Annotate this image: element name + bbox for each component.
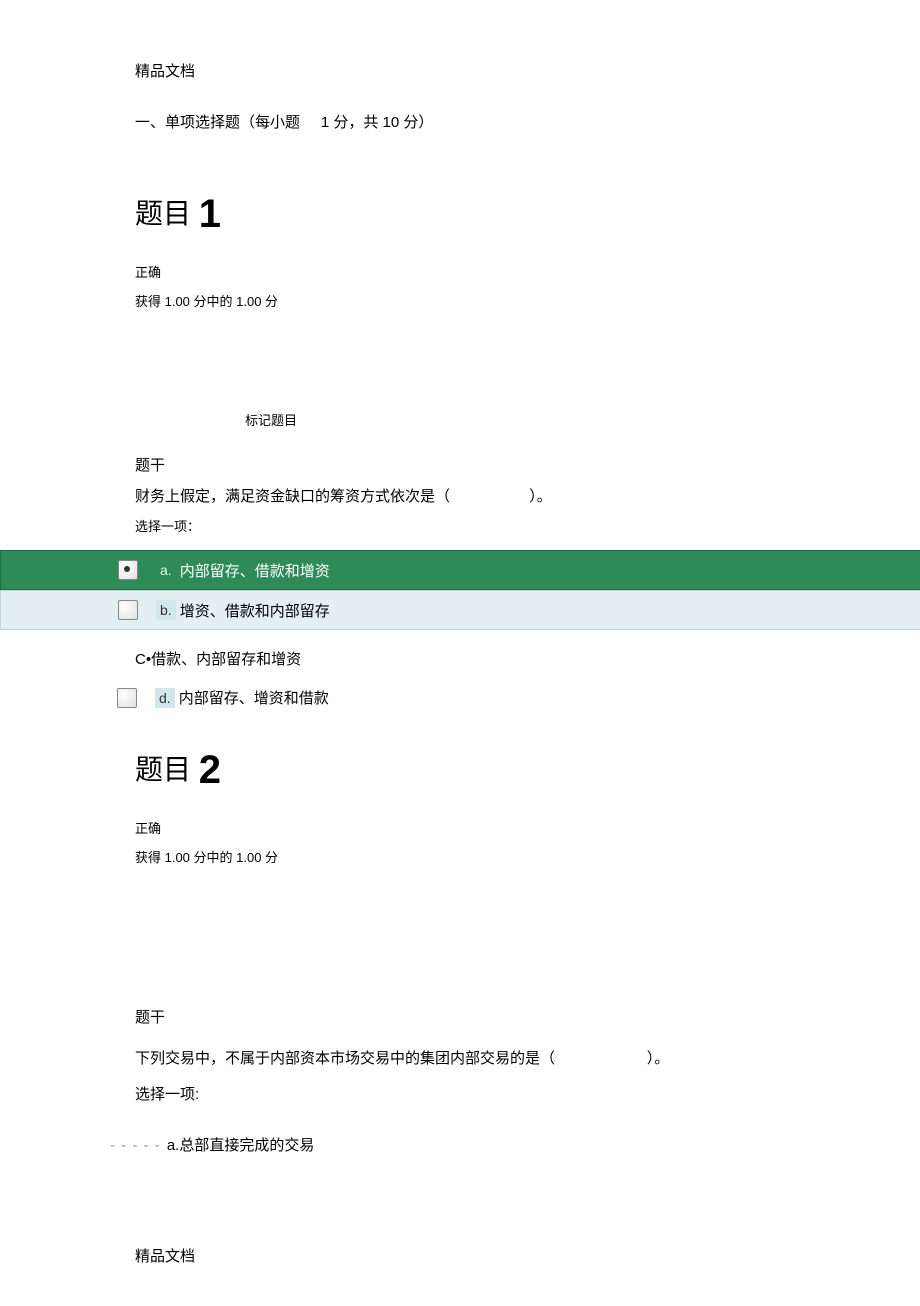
- radio-icon[interactable]: [118, 600, 138, 620]
- choose-one-label: 选择一项：: [135, 516, 785, 535]
- option-a-letter: a.: [156, 560, 176, 580]
- question-number: 1: [199, 192, 221, 236]
- stem2-pre: 下列交易中，不属于内部资本市场交易中的集团内部交易的是（: [135, 1050, 555, 1067]
- option-d-letter: d.: [155, 688, 175, 708]
- stem-label-2: 题干: [135, 1006, 785, 1027]
- dashed-lead-icon: - - - - -: [110, 1137, 161, 1154]
- section-instruction: 一、单项选择题（每小题 1 分，共 10 分）: [135, 111, 785, 132]
- option-c-row[interactable]: C•借款、内部留存和增资: [135, 648, 785, 669]
- option-a2-text: a.总部直接完成的交易: [167, 1137, 315, 1154]
- question-1-stem: 财务上假定，满足资金缺口的筹资方式依次是（ ）。: [135, 485, 785, 506]
- option-a-text: 内部留存、借款和增资: [180, 560, 330, 581]
- stem-label: 题干: [135, 454, 785, 475]
- instruction-prefix: 一、单项选择题（每小题: [135, 114, 300, 131]
- choose-one-label-2: 选择一项:: [135, 1083, 785, 1104]
- stem-pre: 财务上假定，满足资金缺口的筹资方式依次是（: [135, 488, 450, 505]
- question-2-score: 获得 1.00 分中的 1.00 分: [135, 847, 785, 866]
- option-d-row[interactable]: d. 内部留存、增资和借款: [117, 687, 785, 708]
- radio-icon[interactable]: [117, 688, 137, 708]
- question-title-text: 题目: [135, 754, 191, 785]
- option-d-text: 内部留存、增资和借款: [179, 687, 329, 708]
- question-1-score: 获得 1.00 分中的 1.00 分: [135, 291, 785, 310]
- question-number: 2: [199, 748, 221, 792]
- radio-icon[interactable]: [118, 560, 138, 580]
- stem-post: ）。: [529, 488, 552, 505]
- question-1-status: 正确: [135, 262, 785, 281]
- question-1-title: 题目 1: [135, 192, 785, 237]
- question-2-status: 正确: [135, 818, 785, 837]
- instruction-points: 1 分，共 10 分）: [321, 114, 434, 131]
- stem2-blank: [559, 1050, 642, 1067]
- option-a-row[interactable]: a. 内部留存、借款和增资: [0, 550, 920, 590]
- doc-header-label: 精品文档: [135, 60, 785, 81]
- option-b-letter: b.: [156, 600, 176, 620]
- stem-blank: [454, 488, 525, 505]
- option-a2-row[interactable]: - - - - - a.总部直接完成的交易: [110, 1134, 785, 1155]
- question-2-stem: 下列交易中，不属于内部资本市场交易中的集团内部交易的是（ ）。: [135, 1047, 785, 1068]
- option-c-text: C•借款、内部留存和增资: [135, 651, 301, 668]
- option-b-text: 增资、借款和内部留存: [180, 600, 330, 621]
- question-title-text: 题目: [135, 198, 191, 229]
- mark-question-label[interactable]: 标记题目: [245, 410, 785, 429]
- question-2-title: 题目 2: [135, 748, 785, 793]
- stem2-post: ）。: [647, 1050, 670, 1067]
- doc-footer-label: 精品文档: [135, 1245, 785, 1266]
- option-b-row[interactable]: b. 增资、借款和内部留存: [0, 590, 920, 630]
